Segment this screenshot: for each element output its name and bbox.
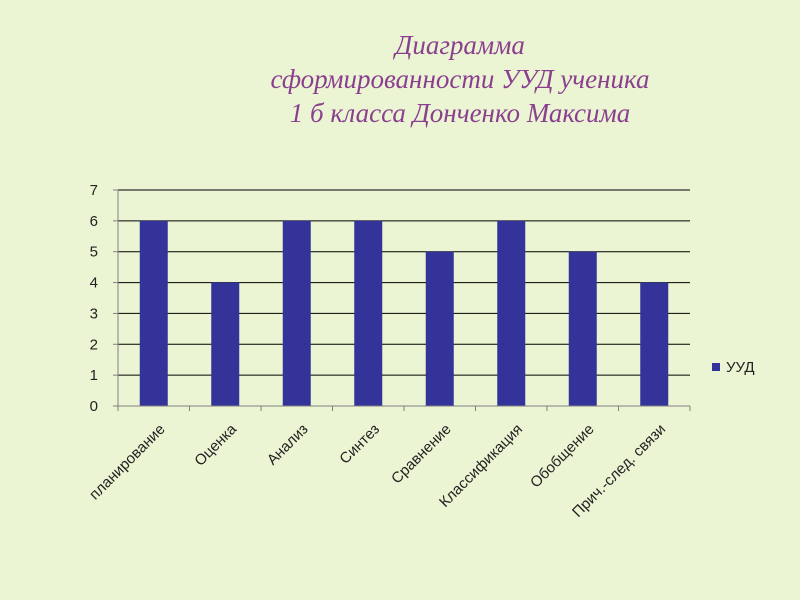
x-category-label: планирование bbox=[86, 421, 169, 504]
y-tick-label: 3 bbox=[90, 305, 98, 322]
chart-title-line-3: 1 б класса Донченко Максима bbox=[289, 98, 631, 128]
y-tick-label: 0 bbox=[90, 398, 98, 415]
x-category-label: Синтез bbox=[336, 421, 383, 468]
bar bbox=[211, 282, 240, 406]
chart-title-line-2: сформированности УУД ученика bbox=[270, 64, 650, 94]
legend-label: УУД bbox=[726, 359, 755, 376]
y-tick-label: 6 bbox=[90, 213, 98, 230]
x-category-label: Анализ bbox=[264, 421, 312, 469]
bar bbox=[568, 251, 597, 406]
y-tick-label: 4 bbox=[90, 275, 98, 292]
legend-swatch bbox=[712, 363, 720, 371]
chart-title-line-1: Диаграмма bbox=[395, 30, 525, 60]
x-category-label: Обобщение bbox=[527, 421, 598, 492]
x-category-label: Оценка bbox=[191, 420, 240, 469]
chart-title: Диаграмма сформированности УУД ученика 1… bbox=[150, 28, 770, 130]
y-tick-label: 1 bbox=[90, 367, 98, 384]
bar bbox=[640, 282, 669, 406]
y-tick-label: 7 bbox=[90, 182, 98, 199]
bar bbox=[425, 251, 454, 406]
y-tick-label: 5 bbox=[90, 244, 98, 261]
bar bbox=[497, 220, 526, 406]
bar bbox=[282, 220, 311, 406]
bar bbox=[354, 220, 383, 406]
y-tick-label: 2 bbox=[90, 336, 98, 353]
x-category-label: Сравнение bbox=[388, 421, 455, 488]
bar bbox=[139, 220, 168, 406]
